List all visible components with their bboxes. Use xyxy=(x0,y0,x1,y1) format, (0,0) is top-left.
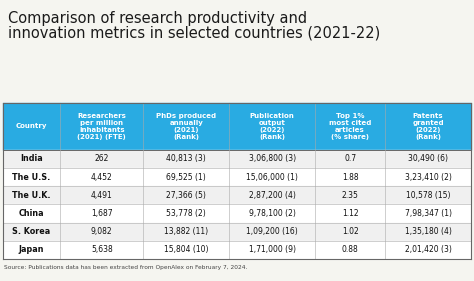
Text: 10,578 (15): 10,578 (15) xyxy=(406,191,450,200)
Bar xyxy=(229,186,315,204)
Bar xyxy=(60,241,144,259)
Text: 40,813 (3): 40,813 (3) xyxy=(166,154,206,163)
Bar xyxy=(3,223,60,241)
Bar xyxy=(385,204,471,223)
Bar xyxy=(315,150,385,168)
Text: innovation metrics in selected countries (2021-22): innovation metrics in selected countries… xyxy=(8,26,380,41)
Text: 69,525 (1): 69,525 (1) xyxy=(166,173,206,182)
Text: 2,87,200 (4): 2,87,200 (4) xyxy=(249,191,295,200)
Text: 13,882 (11): 13,882 (11) xyxy=(164,227,209,236)
Bar xyxy=(229,168,315,186)
Text: 1.12: 1.12 xyxy=(342,209,358,218)
Text: 2.35: 2.35 xyxy=(342,191,358,200)
Text: The U.K.: The U.K. xyxy=(12,191,51,200)
Text: 1.88: 1.88 xyxy=(342,173,358,182)
Text: India: India xyxy=(20,154,43,163)
Text: 9,78,100 (2): 9,78,100 (2) xyxy=(249,209,295,218)
Text: S. Korea: S. Korea xyxy=(12,227,51,236)
Bar xyxy=(144,186,229,204)
Bar xyxy=(3,204,60,223)
Text: 1,35,180 (4): 1,35,180 (4) xyxy=(405,227,452,236)
Text: Japan: Japan xyxy=(19,245,45,254)
Bar xyxy=(144,204,229,223)
Bar xyxy=(60,168,144,186)
Text: The U.S.: The U.S. xyxy=(12,173,51,182)
Bar xyxy=(385,223,471,241)
Bar xyxy=(385,186,471,204)
Bar xyxy=(385,150,471,168)
Bar xyxy=(315,223,385,241)
Text: 30,490 (6): 30,490 (6) xyxy=(408,154,448,163)
Text: PhDs produced
annually
(2021)
(Rank): PhDs produced annually (2021) (Rank) xyxy=(156,112,216,140)
Text: 5,638: 5,638 xyxy=(91,245,113,254)
Text: Comparison of research productivity and: Comparison of research productivity and xyxy=(8,11,307,26)
Text: Patents
granted
(2022)
(Rank): Patents granted (2022) (Rank) xyxy=(412,112,444,140)
Text: 7,98,347 (1): 7,98,347 (1) xyxy=(405,209,452,218)
Bar xyxy=(3,241,60,259)
Bar xyxy=(60,103,144,150)
Bar xyxy=(60,150,144,168)
Text: 1,09,200 (16): 1,09,200 (16) xyxy=(246,227,298,236)
Bar xyxy=(60,186,144,204)
Text: 9,082: 9,082 xyxy=(91,227,113,236)
Bar xyxy=(229,241,315,259)
Bar xyxy=(385,168,471,186)
Bar xyxy=(3,103,60,150)
Bar xyxy=(315,103,385,150)
Bar xyxy=(315,168,385,186)
Bar xyxy=(144,168,229,186)
Text: 1,687: 1,687 xyxy=(91,209,113,218)
Bar xyxy=(144,150,229,168)
Bar xyxy=(3,150,60,168)
Text: Country: Country xyxy=(16,123,47,129)
Text: Publication
output
(2022)
(Rank): Publication output (2022) (Rank) xyxy=(250,112,294,140)
Text: 1,71,000 (9): 1,71,000 (9) xyxy=(248,245,296,254)
Text: 3,23,410 (2): 3,23,410 (2) xyxy=(405,173,452,182)
Text: 262: 262 xyxy=(95,154,109,163)
Bar xyxy=(60,204,144,223)
Text: 15,06,000 (1): 15,06,000 (1) xyxy=(246,173,298,182)
Bar xyxy=(144,223,229,241)
Bar xyxy=(315,241,385,259)
Text: 27,366 (5): 27,366 (5) xyxy=(166,191,206,200)
Text: 3,06,800 (3): 3,06,800 (3) xyxy=(248,154,296,163)
Text: 15,804 (10): 15,804 (10) xyxy=(164,245,209,254)
Bar xyxy=(229,204,315,223)
Text: Researchers
per million
inhabitants
(2021) (FTE): Researchers per million inhabitants (202… xyxy=(77,112,126,140)
Text: 4,452: 4,452 xyxy=(91,173,113,182)
Text: China: China xyxy=(19,209,45,218)
Text: 0.88: 0.88 xyxy=(342,245,358,254)
Bar xyxy=(3,168,60,186)
Text: 2,01,420 (3): 2,01,420 (3) xyxy=(405,245,452,254)
Bar xyxy=(60,223,144,241)
Bar xyxy=(229,103,315,150)
Bar xyxy=(315,186,385,204)
Text: Source: Publications data has been extracted from OpenAlex on February 7, 2024.: Source: Publications data has been extra… xyxy=(4,265,247,270)
Text: 1.02: 1.02 xyxy=(342,227,358,236)
Bar xyxy=(144,103,229,150)
Bar xyxy=(385,241,471,259)
Bar xyxy=(144,241,229,259)
Bar xyxy=(229,150,315,168)
Bar xyxy=(3,186,60,204)
Text: Top 1%
most cited
articles
(% share): Top 1% most cited articles (% share) xyxy=(329,112,371,140)
Text: 0.7: 0.7 xyxy=(344,154,356,163)
Text: 53,778 (2): 53,778 (2) xyxy=(166,209,206,218)
Bar xyxy=(315,204,385,223)
Text: 4,491: 4,491 xyxy=(91,191,113,200)
Bar xyxy=(385,103,471,150)
Bar xyxy=(229,223,315,241)
